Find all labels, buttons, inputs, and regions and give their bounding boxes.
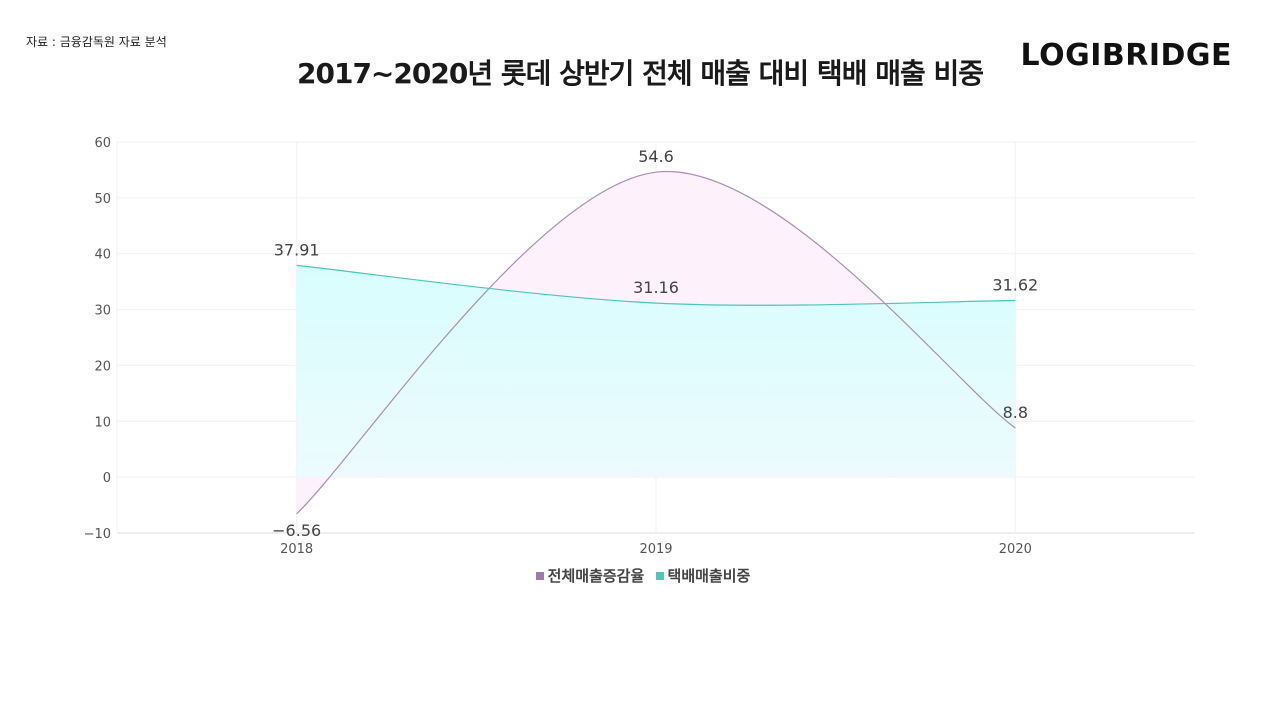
chart-title: 2017~2020년 롯데 상반기 전체 매출 대비 택배 매출 비중	[297, 57, 984, 90]
y-tick-label: 20	[94, 359, 111, 374]
legend-item-parcel-share[interactable]: 택배매출비중	[667, 567, 751, 585]
legend-swatch-purple	[535, 572, 544, 580]
y-tick-label: 40	[94, 248, 111, 263]
x-tick-label: 2018	[280, 542, 313, 557]
y-tick-label: 30	[94, 304, 111, 319]
data-label: 54.6	[638, 147, 674, 166]
data-label: 8.8	[1003, 403, 1028, 422]
y-tick-label: 10	[94, 415, 111, 430]
y-tick-label: 0	[103, 471, 111, 486]
series-line	[296, 171, 1016, 515]
y-tick-label: 50	[94, 192, 111, 207]
data-label: 31.16	[633, 278, 679, 297]
legend: 전체매출증감율 택배매출비중	[0, 565, 1280, 586]
x-tick-label: 2020	[999, 542, 1032, 557]
source-note: 자료 : 금융감독원 자료 분석	[26, 35, 167, 49]
x-tick-label: 2019	[639, 542, 672, 557]
series-line	[296, 264, 1016, 306]
y-tick-label: −10	[84, 527, 111, 542]
data-label: 31.62	[992, 276, 1038, 295]
data-label: −6.56	[272, 521, 321, 540]
logo: LOGIBRIDGE	[1020, 38, 1232, 73]
y-tick-label: 60	[94, 136, 111, 151]
series-area	[296, 265, 1016, 478]
legend-item-total-sales-growth[interactable]: 전체매출증감율	[547, 567, 645, 585]
data-label: 37.91	[274, 240, 320, 259]
legend-swatch-teal	[655, 572, 664, 580]
